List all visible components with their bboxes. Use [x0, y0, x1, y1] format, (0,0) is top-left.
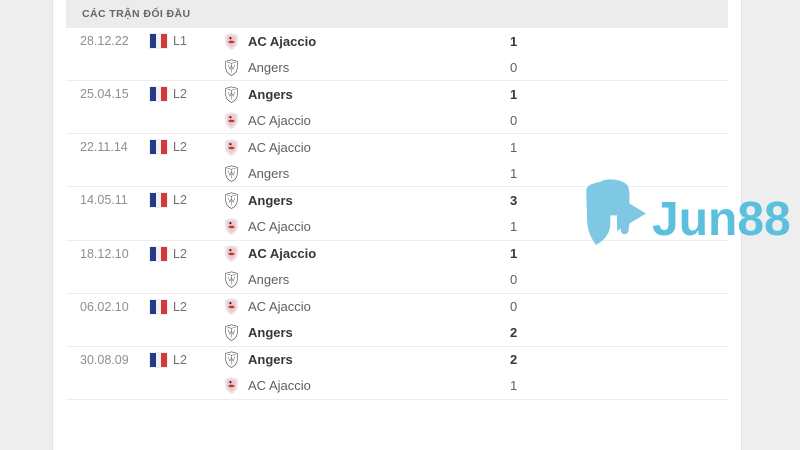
svg-text:Jun88: Jun88 — [652, 193, 791, 246]
